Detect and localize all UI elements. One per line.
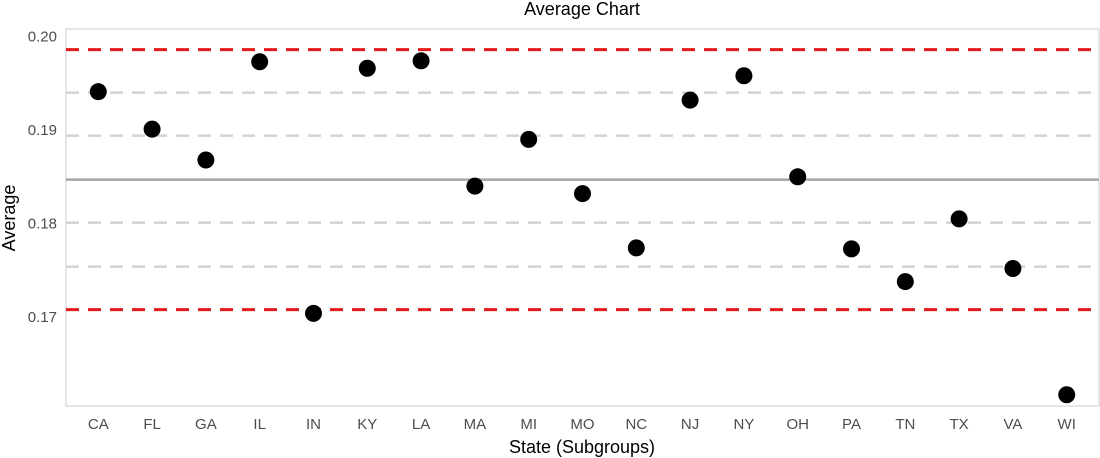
point-nc bbox=[627, 239, 645, 257]
x-tick-label: WI bbox=[1058, 416, 1076, 433]
x-tick-label: NC bbox=[625, 416, 647, 433]
y-tick-label: 0.18 bbox=[28, 216, 57, 233]
x-axis-ticks: CA FL GA IL IN KY LA MA MI MO NC NJ NY OH PA TN TX VA WI bbox=[88, 416, 1076, 433]
x-tick-label: NJ bbox=[681, 416, 699, 433]
reference-lines bbox=[66, 48, 1099, 312]
x-axis-title: State (Subgroups) bbox=[509, 437, 655, 457]
x-tick-label: KY bbox=[357, 416, 377, 433]
x-tick-label: MO bbox=[570, 416, 594, 433]
point-ca bbox=[89, 83, 107, 101]
x-tick-label: FL bbox=[143, 416, 161, 433]
point-nj bbox=[681, 91, 699, 109]
plot-frame bbox=[65, 28, 1100, 407]
x-tick-label: OH bbox=[786, 416, 809, 433]
point-tx bbox=[950, 210, 968, 228]
y-tick-label: 0.17 bbox=[28, 309, 57, 326]
y-tick-label: 0.20 bbox=[28, 28, 57, 45]
data-points bbox=[89, 52, 1076, 404]
point-la bbox=[412, 52, 430, 70]
x-tick-label: CA bbox=[88, 416, 109, 433]
point-ky bbox=[358, 59, 376, 77]
x-tick-label: MA bbox=[464, 416, 487, 433]
y-axis-ticks: 0.17 0.18 0.19 0.20 bbox=[28, 28, 57, 326]
x-tick-label: IN bbox=[306, 416, 321, 433]
x-tick-label: MI bbox=[520, 416, 537, 433]
y-tick-label: 0.19 bbox=[28, 122, 57, 139]
point-il bbox=[251, 53, 269, 71]
chart-title: Average Chart bbox=[524, 0, 640, 19]
point-ny bbox=[735, 67, 753, 85]
x-tick-label: VA bbox=[1003, 416, 1022, 433]
point-ma bbox=[466, 177, 484, 195]
y-axis-title: Average bbox=[0, 185, 19, 252]
point-pa bbox=[843, 240, 861, 258]
point-oh bbox=[789, 168, 807, 186]
x-tick-label: GA bbox=[195, 416, 217, 433]
point-wi bbox=[1058, 386, 1076, 404]
point-mo bbox=[574, 185, 591, 203]
point-mi bbox=[520, 130, 538, 148]
x-tick-label: PA bbox=[842, 416, 861, 433]
x-tick-label: NY bbox=[733, 416, 754, 433]
point-fl bbox=[143, 120, 161, 138]
x-tick-label: LA bbox=[412, 416, 430, 433]
point-va bbox=[1004, 259, 1022, 277]
x-tick-label: IL bbox=[253, 416, 266, 433]
x-tick-label: TN bbox=[895, 416, 915, 433]
x-tick-label: TX bbox=[950, 416, 969, 433]
point-in bbox=[304, 304, 322, 322]
point-ga bbox=[197, 151, 215, 169]
point-tn bbox=[896, 273, 914, 291]
